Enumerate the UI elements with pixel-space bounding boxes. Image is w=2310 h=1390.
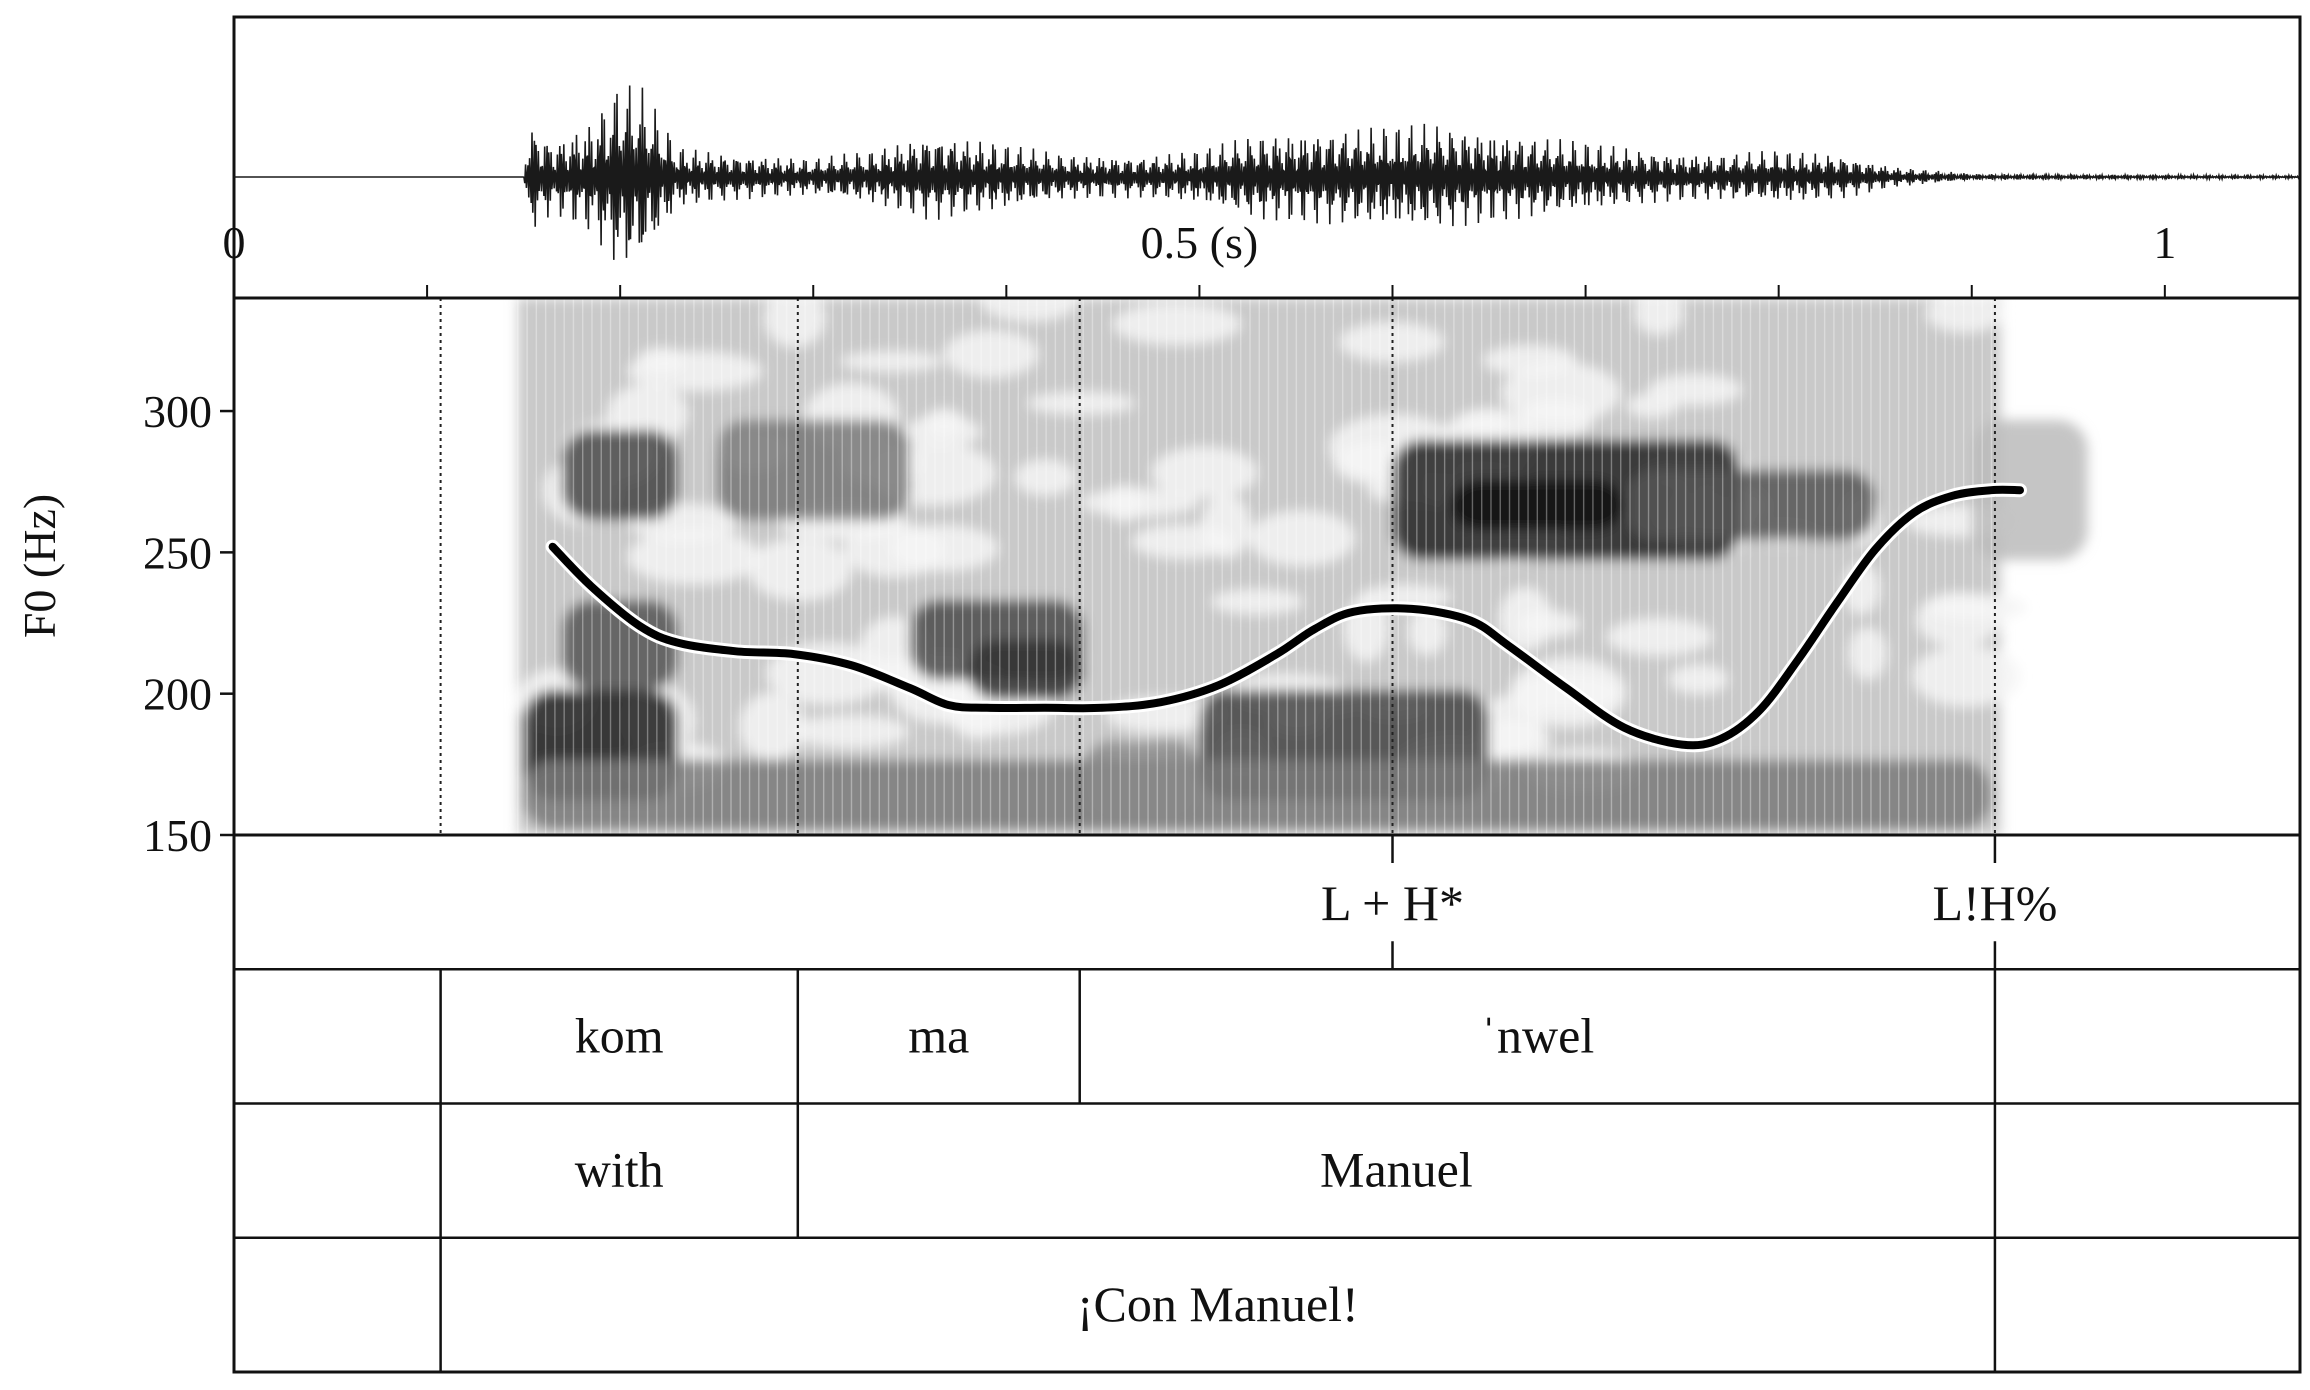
segment-boundaries bbox=[439, 298, 1996, 835]
y-tick-label: 200 bbox=[143, 669, 212, 720]
y-tick-label: 250 bbox=[143, 527, 212, 578]
orthography-label: ¡Con Manuel! bbox=[1077, 1276, 1359, 1332]
waveform-panel: 0 0.5 (s) 1 bbox=[223, 15, 2302, 300]
syllables-label: kom bbox=[575, 1007, 664, 1063]
f0-axis: 150 200 250 300 bbox=[143, 386, 234, 861]
waveform-trace bbox=[234, 85, 2300, 260]
textgrid-tiers: L + H* L!H% kom ma ˈnwel with Manuel ¡Con Manue… bbox=[232, 833, 2302, 1374]
y-tick-label: 300 bbox=[143, 386, 212, 437]
y-axis-label: F0 (Hz) bbox=[14, 494, 65, 638]
f0-line bbox=[548, 485, 2024, 750]
time-axis-label: 0.5 (s) bbox=[1141, 217, 1259, 268]
gloss-label: with bbox=[575, 1142, 664, 1198]
tone-label: L + H* bbox=[1321, 875, 1464, 931]
time-tick-label: 0 bbox=[223, 217, 246, 268]
syllables-label: ˈnwel bbox=[1480, 1007, 1594, 1063]
spectrogram bbox=[517, 298, 2088, 835]
time-axis bbox=[426, 285, 2166, 298]
y-tick-label: 150 bbox=[143, 810, 212, 861]
syllables-label: ma bbox=[908, 1007, 969, 1063]
gloss-label: Manuel bbox=[1320, 1142, 1473, 1198]
spectrogram-panel: 150 200 250 300 F0 (Hz) bbox=[14, 296, 2302, 861]
tone-label: L!H% bbox=[1932, 875, 2057, 931]
time-tick-label: 1 bbox=[2153, 217, 2176, 268]
waveform bbox=[234, 85, 2300, 260]
f0-contour bbox=[545, 482, 2027, 753]
